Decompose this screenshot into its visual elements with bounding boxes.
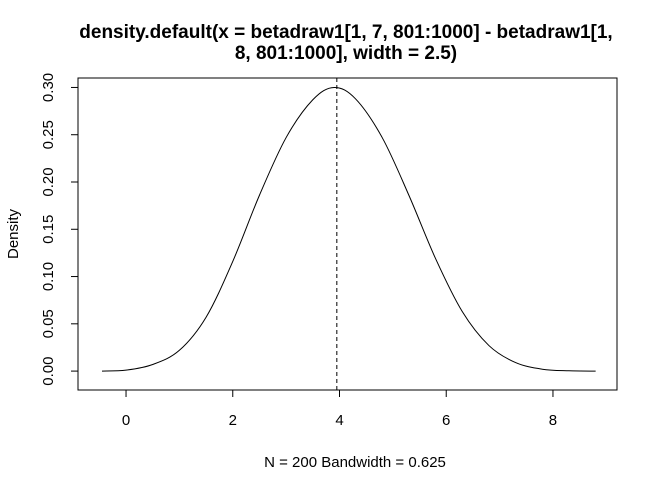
y-tick-label: 0.10 bbox=[40, 262, 57, 291]
x-tick-label: 4 bbox=[335, 412, 343, 429]
x-axis-label: N = 200 Bandwidth = 0.625 bbox=[264, 454, 446, 471]
y-axis: 0.00 0.05 0.10 0.15 0.20 0.25 0.30 bbox=[40, 73, 79, 386]
density-curve bbox=[101, 86, 596, 372]
x-axis: 0 2 4 6 8 bbox=[122, 389, 557, 429]
x-tick-label: 2 bbox=[229, 412, 237, 429]
chart-title-line-2: 8, 801:1000], width = 2.5) bbox=[235, 43, 457, 64]
x-tick-label: 0 bbox=[122, 412, 130, 429]
y-tick-label: 0.25 bbox=[40, 120, 57, 149]
y-tick-label: 0.30 bbox=[40, 73, 57, 102]
x-tick-label: 8 bbox=[549, 412, 557, 429]
chart-title-line-1: density.default(x = betadraw1[1, 7, 801:… bbox=[79, 22, 612, 43]
y-tick-label: 0.00 bbox=[40, 356, 57, 385]
y-tick-label: 0.20 bbox=[40, 167, 57, 196]
y-tick-label: 0.05 bbox=[40, 309, 57, 338]
x-tick-label: 6 bbox=[442, 412, 450, 429]
y-axis-label: Density bbox=[5, 208, 22, 259]
plot-area-frame bbox=[77, 77, 618, 391]
y-tick-label: 0.15 bbox=[40, 215, 57, 244]
